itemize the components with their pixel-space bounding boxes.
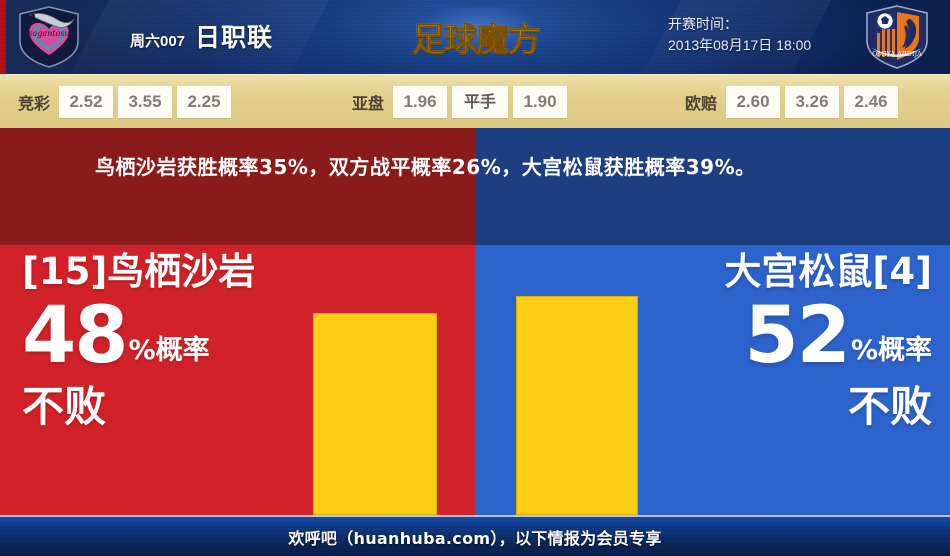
odds-group-asian-handicap: 亚盘 1.96 平手 1.90 [352,85,568,118]
odds-value-draw[interactable]: 3.55 [118,85,173,118]
home-probability-bar [313,313,437,515]
footer-bar: 欢呼吧（huanhuba.com），以下情报为会员专享 [0,515,950,556]
home-team-block: [15]鸟栖沙岩 48 %概率 不败 [22,245,322,433]
away-team-block: 大宫松鼠[4] 52 %概率 不败 [632,245,932,433]
kickoff-info: 开赛时间： 2013年08月17日 18:00 [668,14,811,56]
odds-value-draw[interactable]: 3.26 [785,85,840,118]
header-bar: sagantosu 周六007 日职联 足球魔方 开赛时间： 2013年08月1… [0,0,950,74]
away-percentage-value: 52 [744,291,851,381]
away-result-label: 不败 [847,382,932,431]
svg-text:sagantosu: sagantosu [28,29,69,38]
round-label: 周六007 [130,33,186,50]
kickoff-value: 2013年08月17日 18:00 [668,37,812,53]
odds-group-jingcai: 竞彩 2.52 3.55 2.25 [18,85,232,118]
away-banner-background [475,128,950,245]
odds-group-label: 亚盘 [352,93,385,113]
home-result-label: 不败 [22,382,107,431]
home-percentage-value: 48 [22,291,129,381]
odds-bar: 竞彩 2.52 3.55 2.25 亚盘 1.96 平手 1.90 欧赔 2.6… [0,74,950,128]
home-team-name: [15]鸟栖沙岩 [22,250,256,293]
away-team-crest-icon: OMIYA ARDIJA [862,3,932,71]
away-percentage-line: 52 %概率 [632,291,932,381]
brand-logo-text: 足球魔方 [412,13,542,61]
away-percentage-suffix: %概率 [850,335,932,366]
odds-value-away[interactable]: 2.25 [177,85,232,118]
odds-value-home[interactable]: 1.96 [393,85,448,118]
kickoff-label: 开赛时间： [668,16,738,32]
odds-group-european: 欧赔 2.60 3.26 2.46 [685,85,899,118]
odds-value-home[interactable]: 2.52 [59,85,114,118]
footer-notice: 欢呼吧（huanhuba.com），以下情报为会员专享 [288,528,662,548]
odds-group-label: 竞彩 [18,93,51,113]
odds-value-handicap[interactable]: 平手 [452,85,509,118]
header-accent-stripe [0,0,6,74]
home-banner-background [0,128,475,245]
svg-text:OMIYA ARDIJA: OMIYA ARDIJA [872,50,922,58]
home-team-crest-icon: sagantosu [16,5,82,69]
probability-summary-text: 鸟栖沙岩获胜概率35%，双方战平概率26%，大宫松鼠获胜概率39%。 [95,155,756,179]
league-name: 日职联 [195,24,274,52]
home-side-panel [0,128,475,515]
away-team-name: 大宫松鼠[4] [724,250,932,293]
home-percentage-suffix: %概率 [128,335,210,366]
league-heading: 周六007 日职联 [130,18,273,54]
odds-value-away[interactable]: 2.46 [844,85,899,118]
home-percentage-line: 48 %概率 [22,291,322,381]
brand-logo[interactable]: 足球魔方 [396,4,556,70]
odds-value-away[interactable]: 1.90 [513,85,568,118]
odds-group-label: 欧赔 [685,93,718,113]
odds-value-home[interactable]: 2.60 [726,85,781,118]
away-probability-bar [516,296,638,515]
